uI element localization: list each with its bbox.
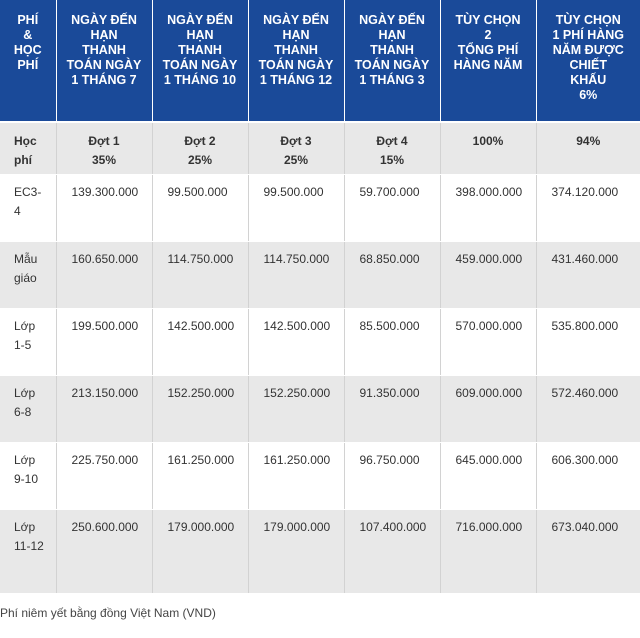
fee-cell: 609.000.000 <box>440 375 537 443</box>
fee-cell: 85.500.000 <box>344 308 441 376</box>
installment-subheader-row: Học phí Đợt 1 35% Đợt 2 25% Đợt 3 25% Đợt 4… <box>0 122 640 175</box>
grade-level: Lớp 1-5 <box>0 308 57 376</box>
table-row: Lớp 11-12 250.600.000 179.000.000 179.00… <box>0 509 640 594</box>
option-percent: 100% <box>472 134 504 148</box>
fee-cell: 570.000.000 <box>440 308 537 376</box>
installment-percent: 15% <box>379 153 405 167</box>
fee-cell: 225.750.000 <box>56 442 153 510</box>
fee-cell: 68.850.000 <box>344 241 441 309</box>
grade-level: Lớp 11-12 <box>0 509 57 594</box>
fee-cell: 114.750.000 <box>248 241 345 309</box>
header-due-december: NGÀY ĐẾN HẠN THANH TOÁN NGÀY 1 THÁNG 12 <box>248 0 345 123</box>
table-row: Lớp 9-10 225.750.000 161.250.000 161.250… <box>0 442 640 510</box>
installment-3: Đợt 3 25% <box>248 122 345 175</box>
installment-name: Đợt 4 <box>376 134 408 148</box>
fee-cell: 91.350.000 <box>344 375 441 443</box>
fee-cell: 152.250.000 <box>152 375 249 443</box>
grade-level: EC3-4 <box>0 174 57 242</box>
fee-cell: 142.500.000 <box>152 308 249 376</box>
table-row: Lớp 6-8 213.150.000 152.250.000 152.250.… <box>0 375 640 443</box>
fee-cell: 606.300.000 <box>536 442 640 510</box>
installment-percent: 25% <box>283 153 309 167</box>
fee-cell: 160.650.000 <box>56 241 153 309</box>
fee-cell: 716.000.000 <box>440 509 537 594</box>
fee-cell: 459.000.000 <box>440 241 537 309</box>
fee-cell: 213.150.000 <box>56 375 153 443</box>
installment-name: Đợt 3 <box>280 134 312 148</box>
fee-cell: 59.700.000 <box>344 174 441 242</box>
installment-percent: 35% <box>91 153 117 167</box>
fee-cell: 398.000.000 <box>440 174 537 242</box>
header-fee-label: PHÍ & HỌC PHÍ <box>0 0 57 123</box>
installment-name: Đợt 2 <box>184 134 216 148</box>
fee-cell: 645.000.000 <box>440 442 537 510</box>
table-row: EC3-4 139.300.000 99.500.000 99.500.000 … <box>0 174 640 242</box>
installment-4: Đợt 4 15% <box>344 122 441 175</box>
fee-cell: 139.300.000 <box>56 174 153 242</box>
fee-cell: 107.400.000 <box>344 509 441 594</box>
fee-cell: 179.000.000 <box>248 509 345 594</box>
fee-cell: 152.250.000 <box>248 375 345 443</box>
grade-level: Mẫu giáo <box>0 241 57 309</box>
installment-percent: 25% <box>187 153 213 167</box>
currency-note: Phí niêm yết bằng đồng Việt Nam (VND) <box>0 605 216 620</box>
option-1-percent: 94% <box>536 122 640 175</box>
table-row: Lớp 1-5 199.500.000 142.500.000 142.500.… <box>0 308 640 376</box>
fee-cell: 161.250.000 <box>248 442 345 510</box>
header-due-october: NGÀY ĐẾN HẠN THANH TOÁN NGÀY 1 THÁNG 10 <box>152 0 249 123</box>
tuition-label: Học phí <box>0 122 57 175</box>
fee-cell: 431.460.000 <box>536 241 640 309</box>
installment-2: Đợt 2 25% <box>152 122 249 175</box>
grade-level: Lớp 6-8 <box>0 375 57 443</box>
installment-name: Đợt 1 <box>88 134 120 148</box>
fee-cell: 96.750.000 <box>344 442 441 510</box>
fee-cell: 99.500.000 <box>152 174 249 242</box>
fee-cell: 142.500.000 <box>248 308 345 376</box>
header-option-1-discounted: TÙY CHỌN 1 PHÍ HÀNG NĂM ĐƯỢC CHIẾT KHẤU … <box>536 0 640 123</box>
fee-cell: 673.040.000 <box>536 509 640 594</box>
header-option-2-annual-total: TÙY CHỌN 2 TỔNG PHÍ HÀNG NĂM <box>440 0 537 123</box>
fee-cell: 114.750.000 <box>152 241 249 309</box>
header-due-march: NGÀY ĐẾN HẠN THANH TOÁN NGÀY 1 THÁNG 3 <box>344 0 441 123</box>
fee-cell: 179.000.000 <box>152 509 249 594</box>
fee-table: PHÍ & HỌC PHÍ NGÀY ĐẾN HẠN THANH TOÁN NG… <box>0 0 640 594</box>
grade-level: Lớp 9-10 <box>0 442 57 510</box>
fee-cell: 535.800.000 <box>536 308 640 376</box>
installment-1: Đợt 1 35% <box>56 122 153 175</box>
fee-cell: 374.120.000 <box>536 174 640 242</box>
table-header-row: PHÍ & HỌC PHÍ NGÀY ĐẾN HẠN THANH TOÁN NG… <box>0 0 640 123</box>
header-due-july: NGÀY ĐẾN HẠN THANH TOÁN NGÀY 1 THÁNG 7 <box>56 0 153 123</box>
option-percent: 94% <box>576 134 601 148</box>
fee-cell: 250.600.000 <box>56 509 153 594</box>
fee-cell: 199.500.000 <box>56 308 153 376</box>
fee-cell: 99.500.000 <box>248 174 345 242</box>
fee-cell: 161.250.000 <box>152 442 249 510</box>
fee-cell: 572.460.000 <box>536 375 640 443</box>
table-row: Mẫu giáo 160.650.000 114.750.000 114.750… <box>0 241 640 309</box>
option-2-percent: 100% <box>440 122 537 175</box>
